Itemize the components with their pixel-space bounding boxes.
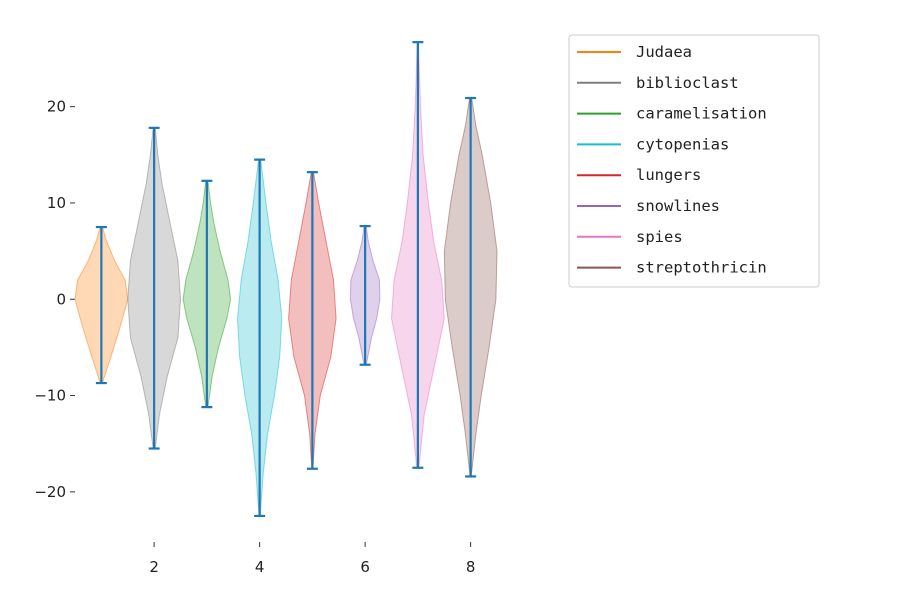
violins	[74, 41, 498, 517]
legend-label: Judaea	[636, 43, 692, 61]
legend-label: snowlines	[636, 197, 720, 215]
x-tick-label: 6	[360, 558, 370, 576]
legend-label: streptothricin	[636, 259, 767, 277]
x-axis: 2 4 6 8	[149, 542, 475, 576]
y-axis: −20 −10 0 10 20	[34, 98, 75, 501]
legend: Judaea biblioclast caramelisation cytopenia…	[568, 34, 820, 288]
x-tick-label: 8	[466, 558, 476, 576]
legend-label: caramelisation	[636, 105, 767, 123]
legend-label: cytopenias	[636, 135, 729, 153]
legend-label: biblioclast	[636, 74, 739, 92]
x-tick-label: 4	[255, 558, 265, 576]
legend-label: lungers	[636, 166, 701, 184]
legend-label: spies	[636, 228, 683, 246]
y-tick-label: 10	[47, 194, 66, 212]
legend-entries: Judaea biblioclast caramelisation cytopenia…	[577, 43, 767, 277]
y-tick-label: 0	[56, 290, 66, 308]
y-tick-label: 20	[47, 98, 66, 116]
extrema-bars	[95, 41, 477, 518]
x-tick-label: 2	[149, 558, 159, 576]
y-tick-label: −20	[34, 483, 66, 501]
y-tick-label: −10	[34, 387, 66, 405]
legend-frame	[568, 34, 820, 288]
